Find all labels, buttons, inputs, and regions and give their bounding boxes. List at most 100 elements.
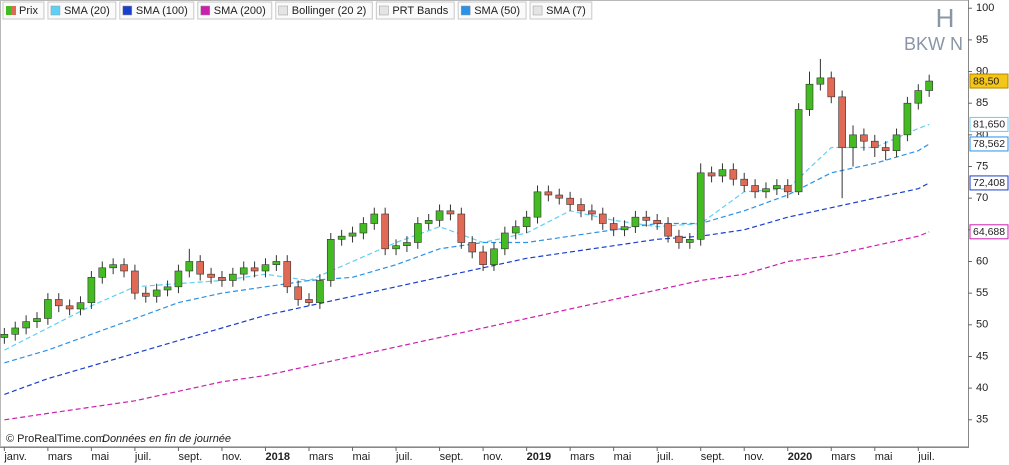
x-tick-label: sept. bbox=[440, 451, 464, 463]
candle-body bbox=[424, 220, 433, 224]
candle-body bbox=[653, 220, 661, 224]
x-tick-label: mai bbox=[91, 451, 109, 463]
sma-line bbox=[4, 182, 930, 395]
legend: Prix SMA (20) SMA (100) SMA (200) Bollinger … bbox=[2, 1, 593, 20]
candle-body bbox=[196, 261, 204, 275]
y-tick-label: 45 bbox=[976, 350, 988, 362]
candle-body bbox=[740, 178, 749, 186]
last-price-label: 88,50 bbox=[973, 75, 999, 87]
candle-body bbox=[805, 83, 814, 110]
sma-value-label-box bbox=[969, 136, 1009, 152]
legend-item: Prix bbox=[2, 1, 45, 20]
x-tick-label: mai bbox=[353, 451, 371, 463]
legend-swatch bbox=[278, 5, 288, 16]
legend-label: SMA (100) bbox=[136, 5, 188, 17]
x-tick-label: mars bbox=[309, 451, 334, 463]
candle-body bbox=[359, 223, 368, 234]
x-tick-label: sept. bbox=[178, 451, 202, 463]
legend-box bbox=[529, 1, 593, 20]
candle-body bbox=[218, 277, 226, 281]
sma-value-label: 64,688 bbox=[973, 226, 1005, 238]
candle-body bbox=[370, 213, 379, 224]
candle-body bbox=[827, 77, 836, 98]
candle-body bbox=[22, 321, 30, 329]
candle-body bbox=[229, 273, 237, 281]
candle-body bbox=[566, 197, 574, 205]
candle-body bbox=[239, 267, 248, 275]
legend-item: SMA (7) bbox=[529, 1, 593, 20]
candle-body bbox=[305, 299, 313, 303]
legend-swatch bbox=[6, 6, 11, 15]
y-tick-label: 75 bbox=[976, 160, 988, 172]
candle-body bbox=[707, 172, 716, 177]
candle-body bbox=[294, 286, 302, 300]
candle-body bbox=[98, 267, 107, 278]
y-tick-label: 85 bbox=[976, 97, 988, 109]
x-tick-label: juil. bbox=[134, 451, 152, 463]
x-tick-label: juil. bbox=[395, 451, 413, 463]
candle-body bbox=[620, 226, 629, 231]
candle-body bbox=[598, 213, 607, 224]
candle-body bbox=[337, 235, 346, 240]
legend-item: SMA (100) bbox=[119, 1, 195, 20]
x-tick-label: juil. bbox=[656, 451, 674, 463]
legend-item: PRT Bands bbox=[375, 1, 455, 20]
legend-swatch bbox=[460, 5, 471, 16]
x-tick-label: janv. bbox=[3, 451, 26, 463]
legend-swatch bbox=[200, 5, 211, 16]
last-price-label-box bbox=[969, 73, 1009, 89]
candle-body bbox=[65, 305, 74, 310]
candle-body bbox=[544, 191, 553, 196]
candle-body bbox=[403, 242, 411, 246]
sma-line bbox=[4, 231, 930, 421]
candle-body bbox=[870, 140, 879, 148]
candle-body bbox=[642, 216, 651, 221]
y-tick-label: 100 bbox=[976, 2, 994, 14]
candle-body bbox=[816, 77, 825, 85]
y-tick-label: 70 bbox=[976, 192, 988, 204]
candle-body bbox=[207, 273, 215, 278]
candle-body bbox=[533, 191, 542, 218]
candle-body bbox=[860, 134, 868, 142]
candle-body bbox=[109, 264, 117, 269]
legend-label: SMA (200) bbox=[214, 5, 266, 17]
candle-body bbox=[892, 134, 901, 151]
candle-body bbox=[54, 299, 63, 307]
candle-body bbox=[751, 185, 759, 193]
x-tick-label: mars bbox=[570, 451, 595, 463]
legend-box bbox=[275, 1, 373, 20]
candle-body bbox=[794, 109, 803, 193]
candle-body bbox=[490, 248, 498, 265]
legend-label: SMA (50) bbox=[474, 5, 520, 17]
candle-body bbox=[163, 286, 172, 291]
candle-body bbox=[435, 210, 444, 221]
y-tick-label: 55 bbox=[976, 287, 988, 299]
y-tick-label: 95 bbox=[976, 34, 988, 46]
candle-body bbox=[849, 134, 857, 148]
candle-body bbox=[261, 264, 270, 272]
sma-value-label: 78,562 bbox=[973, 138, 1005, 150]
candle-body bbox=[696, 172, 705, 240]
candle-body bbox=[76, 302, 85, 310]
sma-value-label: 81,650 bbox=[973, 119, 1005, 131]
legend-label: PRT Bands bbox=[392, 5, 448, 17]
candle-body bbox=[131, 270, 139, 294]
candle-body bbox=[272, 261, 281, 265]
candle-body bbox=[316, 280, 324, 303]
candle-body bbox=[631, 216, 640, 227]
candle-body bbox=[44, 299, 52, 319]
x-tick-label: 2018 bbox=[265, 451, 289, 463]
candle-body bbox=[87, 277, 96, 303]
candle-body bbox=[457, 213, 466, 243]
candle-body bbox=[881, 147, 890, 151]
candle-body bbox=[120, 264, 128, 272]
legend-swatch bbox=[50, 5, 61, 16]
x-tick-label: sept. bbox=[701, 451, 725, 463]
candle-body bbox=[914, 90, 923, 104]
candle-body bbox=[501, 232, 509, 250]
candle-body bbox=[152, 289, 161, 297]
candle-body bbox=[522, 216, 531, 227]
candle-body bbox=[588, 210, 596, 215]
x-tick-label: nov. bbox=[483, 451, 503, 463]
